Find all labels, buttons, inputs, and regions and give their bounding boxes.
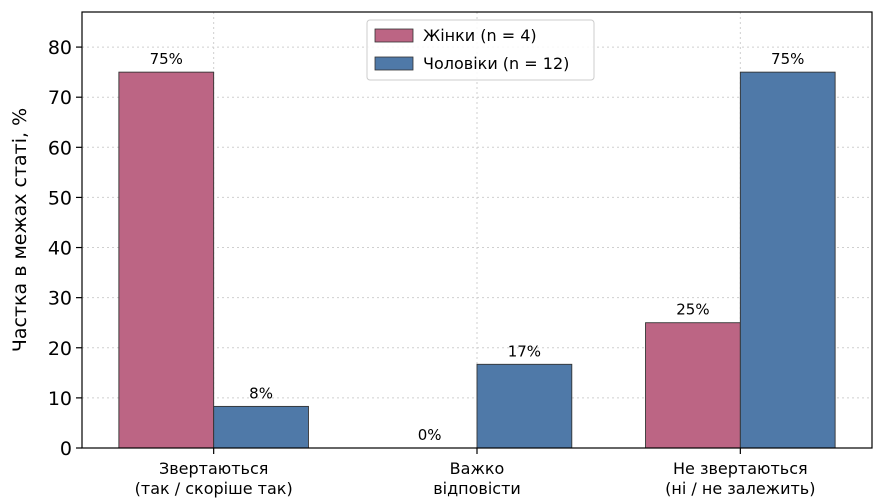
legend: Жінки (n = 4) Чоловіки (n = 12): [366, 19, 595, 81]
y-tick-label: 10: [48, 388, 72, 410]
data-label: 17%: [508, 342, 541, 360]
data-label: 75%: [150, 50, 183, 68]
bar-women: [645, 322, 741, 449]
bar-women: [118, 71, 215, 449]
bar-men: [739, 71, 836, 449]
y-tick-label: 20: [48, 338, 72, 360]
data-label: 0%: [418, 426, 442, 444]
legend-label-women: Жінки (n = 4): [423, 26, 537, 45]
y-tick-label: 70: [48, 87, 72, 109]
y-tick-label: 60: [48, 137, 72, 159]
x-category-label: Не звертаються: [673, 459, 808, 478]
data-labels: 75% 0% 25% 8% 17% 75%: [150, 50, 805, 444]
legend-swatch-men: [374, 56, 414, 71]
x-axis-ticks: Звертаються(так / скоріше так) Важковідпо…: [135, 448, 815, 498]
x-category-label: Важко: [450, 459, 505, 478]
y-axis-ticks: 0 10 20 30 40 50 60 70 80: [48, 37, 82, 460]
data-label: 25%: [676, 301, 709, 319]
legend-label-men: Чоловіки (n = 12): [423, 54, 569, 73]
data-label: 75%: [771, 50, 804, 68]
x-category-label: Звертаються: [159, 459, 268, 478]
y-tick-label: 30: [48, 288, 72, 310]
bar-men: [213, 405, 309, 449]
data-label: 8%: [249, 384, 273, 402]
y-tick-label: 40: [48, 238, 72, 260]
x-category-label: відповісти: [433, 479, 521, 498]
x-category-label: (ні / не залежить): [665, 479, 815, 498]
y-tick-label: 0: [60, 438, 72, 460]
y-tick-label: 50: [48, 187, 72, 209]
x-category-label: (так / скоріше так): [135, 479, 293, 498]
y-axis-label: Частка в межах статі, %: [9, 108, 31, 352]
y-tick-label: 80: [48, 37, 72, 59]
legend-swatch-women: [374, 28, 414, 43]
bars: [118, 71, 836, 449]
legend-box: [366, 19, 595, 81]
bar-men: [476, 363, 573, 449]
